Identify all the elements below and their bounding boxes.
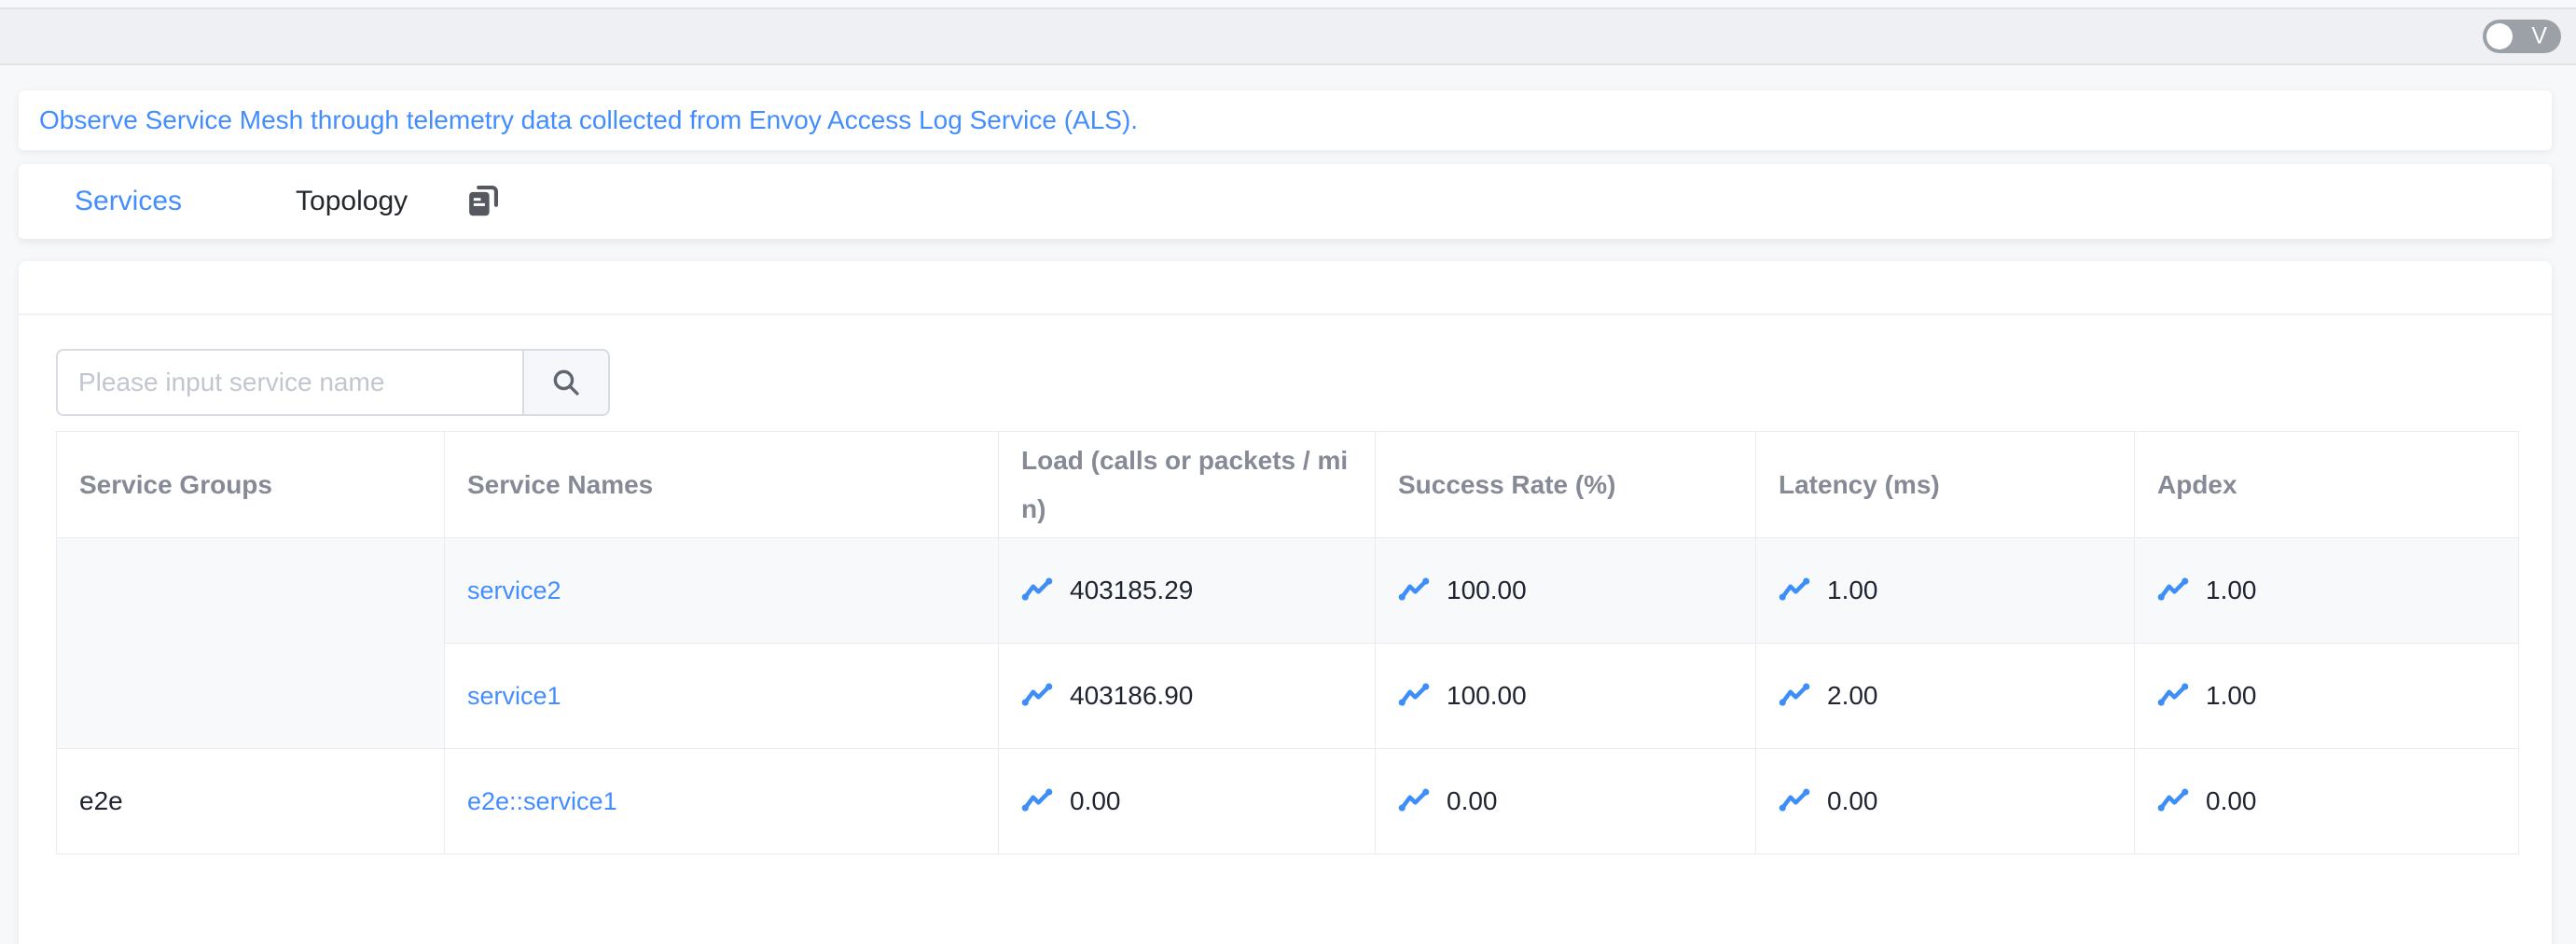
copy-docs-icon bbox=[469, 186, 499, 216]
latency-value: 2.00 bbox=[1827, 681, 1878, 710]
toggle-label: V bbox=[2531, 22, 2547, 49]
tab-topology[interactable]: Topology bbox=[296, 186, 409, 216]
service-link[interactable]: service1 bbox=[467, 682, 561, 710]
notice-text: Observe Service Mesh through telemetry d… bbox=[39, 105, 1139, 134]
col-header-load: Load (calls or packets / min) bbox=[998, 431, 1376, 538]
col-header-latency: Latency (ms) bbox=[1755, 431, 2135, 538]
panel-toolbar bbox=[19, 261, 2552, 315]
trend-icon bbox=[1398, 788, 1430, 812]
latency-value: 1.00 bbox=[1827, 576, 1878, 604]
trend-icon bbox=[1021, 683, 1053, 706]
top-bar: V bbox=[0, 7, 2576, 65]
load-value: 403186.90 bbox=[1070, 681, 1194, 710]
version-toggle[interactable]: V bbox=[2483, 20, 2561, 53]
trend-icon bbox=[1398, 683, 1430, 706]
tab-services[interactable]: Services bbox=[75, 186, 183, 216]
apdex-value: 1.00 bbox=[2206, 681, 2257, 710]
search-icon bbox=[553, 369, 579, 396]
trend-icon bbox=[1779, 683, 1810, 706]
trend-icon bbox=[1779, 577, 1810, 601]
table-row: e2e e2e::service1 0.00 0.00 0.00 0.00 bbox=[56, 748, 2519, 854]
service-link[interactable]: e2e::service1 bbox=[467, 787, 617, 815]
service-group-cell bbox=[56, 537, 445, 749]
load-value: 0.00 bbox=[1070, 786, 1121, 815]
trend-icon bbox=[1398, 577, 1430, 601]
success-rate-value: 100.00 bbox=[1447, 576, 1527, 604]
notice-banner: Observe Service Mesh through telemetry d… bbox=[19, 90, 2552, 150]
search-input[interactable] bbox=[56, 349, 522, 416]
tabs-bar: Services Topology bbox=[19, 164, 2552, 241]
service-list-button[interactable] bbox=[465, 184, 501, 219]
success-rate-value: 100.00 bbox=[1447, 681, 1527, 710]
service-link[interactable]: service2 bbox=[467, 576, 561, 604]
latency-value: 0.00 bbox=[1827, 786, 1878, 815]
table-row: service2 403185.29 100.00 1.00 1.00 bbox=[56, 537, 2519, 749]
col-header-success-rate: Success Rate (%) bbox=[1375, 431, 1756, 538]
search-button[interactable] bbox=[522, 349, 610, 416]
col-header-service-groups: Service Groups bbox=[56, 431, 445, 538]
trend-icon bbox=[2157, 788, 2189, 812]
trend-icon bbox=[1779, 788, 1810, 812]
apdex-value: 1.00 bbox=[2206, 576, 2257, 604]
services-panel: Service Groups Service Names Load (calls… bbox=[19, 261, 2552, 944]
trend-icon bbox=[2157, 577, 2189, 601]
service-search bbox=[56, 349, 2514, 416]
services-table: Service Groups Service Names Load (calls… bbox=[56, 431, 2519, 854]
success-rate-value: 0.00 bbox=[1447, 786, 1498, 815]
service-group-cell: e2e bbox=[56, 748, 445, 854]
trend-icon bbox=[2157, 683, 2189, 706]
col-header-service-names: Service Names bbox=[444, 431, 999, 538]
apdex-value: 0.00 bbox=[2206, 786, 2257, 815]
trend-icon bbox=[1021, 788, 1053, 812]
col-header-apdex: Apdex bbox=[2134, 431, 2519, 538]
toggle-knob-icon bbox=[2486, 23, 2513, 49]
trend-icon bbox=[1021, 577, 1053, 601]
load-value: 403185.29 bbox=[1070, 576, 1194, 604]
